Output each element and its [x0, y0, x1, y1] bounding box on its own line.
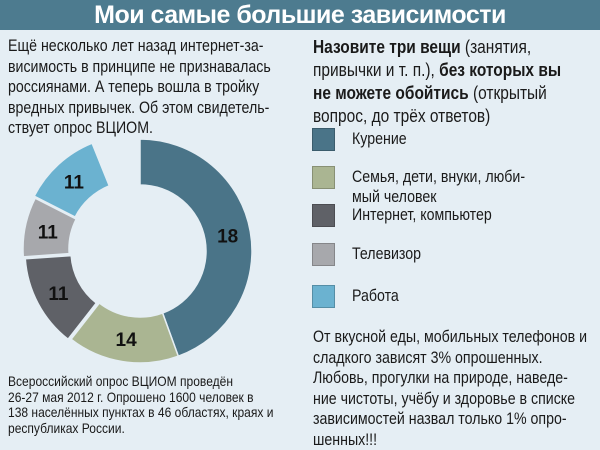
legend-label-line: Семья, дети, внуки, люби- [352, 167, 525, 187]
note-line: От вкусной еды, мобильных телефонов и [313, 327, 587, 348]
question-text: вопрос, до трёх ответов) [313, 105, 561, 128]
legend-label: Семья, дети, внуки, люби-мый человек [352, 167, 553, 207]
question-text: (открытый [469, 83, 547, 103]
question-bold: не можете обойтись [313, 83, 469, 103]
legend-swatch [312, 166, 335, 189]
question-bold: без которых вы [439, 60, 561, 80]
legend-swatch [312, 204, 335, 227]
legend-label-line: Работа [352, 286, 399, 306]
legend-swatch [312, 285, 335, 308]
legend-label: Интернет, компьютер [352, 205, 515, 225]
slice-value-label: 14 [116, 330, 138, 351]
footnote-line: 26-27 мая 2012 г. Опрошено 1600 человек … [8, 390, 273, 406]
legend-label: Телевизор [352, 244, 432, 264]
legend-label-line: Курение [352, 129, 407, 149]
slice-value-label: 11 [64, 172, 85, 193]
footnote-line: Всероссийский опрос ВЦИОМ проведён [8, 374, 273, 390]
legend-label-line: Телевизор [352, 244, 421, 264]
question-text: привычки и т. п.), [313, 60, 439, 80]
slice-value-label: 18 [217, 227, 238, 248]
legend-label: Работа [352, 286, 406, 306]
legend-swatch [312, 243, 335, 266]
survey-question: Назовите три вещи (занятия, привычки и т… [313, 36, 600, 128]
donut-chart: 18 14 11 11 11 [0, 0, 300, 380]
legend-label-line: Интернет, компьютер [352, 205, 492, 225]
slice-value-label: 11 [48, 284, 69, 305]
survey-footnote: Всероссийский опрос ВЦИОМ проведён 26-27… [8, 374, 317, 436]
note-text: От вкусной еды, мобильных телефонов и сл… [313, 327, 600, 450]
legend-label-line: мый человек [352, 187, 525, 207]
note-line: шенных!!! [313, 430, 587, 450]
footnote-line: 138 населённых пунктах в 46 областях, кр… [8, 405, 273, 421]
question-text: (занятия, [461, 37, 532, 57]
slice-value-label: 11 [38, 222, 59, 243]
note-line: зависимостей назвал только 1% опро- [313, 409, 587, 430]
footnote-line: республиках России. [8, 421, 273, 437]
question-bold: Назовите три вещи [313, 37, 461, 57]
note-line: ние чистоты, учёбу и здоровье в списке [313, 389, 587, 410]
note-line: сладкого зависят 3% опрошенных. [313, 348, 587, 369]
legend-swatch [312, 128, 335, 151]
legend-label: Курение [352, 129, 416, 149]
note-line: Любовь, прогулки на природе, наведе- [313, 368, 587, 389]
